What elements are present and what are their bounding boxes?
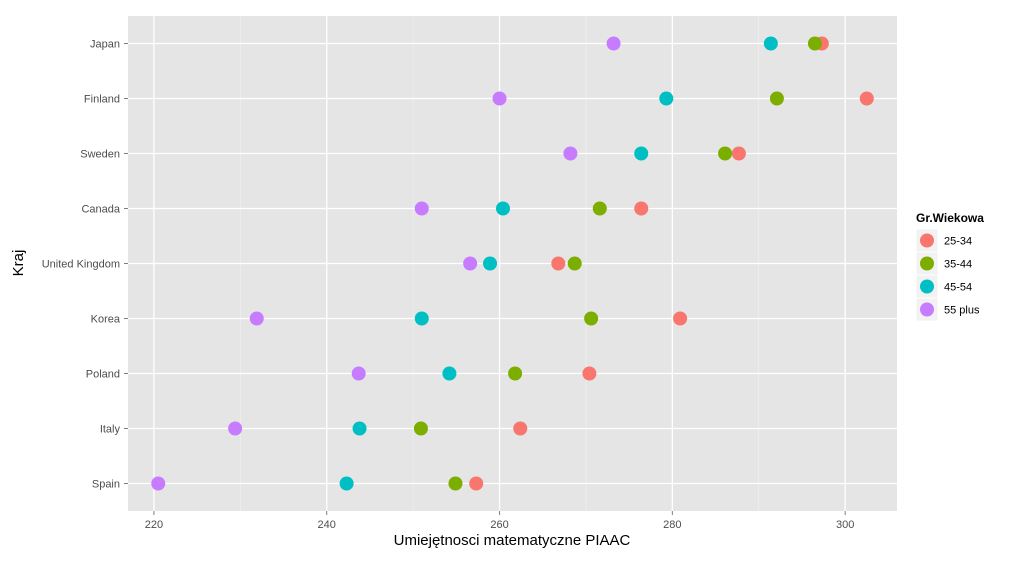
x-tick-label: 240 [318,519,336,531]
data-point [718,146,733,161]
data-point [228,421,243,436]
x-axis-title: Umiejętnosci matematyczne PIAAC [394,532,631,549]
legend-items: 25-34 35-44 45-54 55 plus [915,228,980,322]
y-tick-label: Finland [84,94,120,106]
data-point [483,256,498,271]
data-point [634,146,649,161]
legend-label: 25-34 [944,236,972,248]
data-point [807,36,822,51]
y-tick-label: Sweden [80,149,120,161]
data-point [469,476,484,491]
data-point [414,311,429,326]
data-point [495,201,510,216]
legend-key-marker [920,279,934,294]
y-tick-label: Japan [90,39,120,51]
data-point [731,146,746,161]
data-point [249,311,264,326]
legend-label: 55 plus [944,305,980,317]
data-point [659,91,674,106]
data-points [151,36,874,491]
data-point [859,91,874,106]
x-tick-label: 280 [663,519,681,531]
y-tick-label: Korea [91,314,121,326]
y-tick-label: Poland [86,369,120,381]
data-point [463,256,478,271]
data-point [763,36,778,51]
y-tick-label: Canada [81,204,120,216]
legend-key-marker [920,256,934,271]
legend-key-marker [920,233,934,248]
legend-label: 45-54 [944,282,972,294]
legend-title: Gr.Wiekowa [916,211,984,225]
legend-label: 35-44 [944,259,972,271]
x-tick-label: 220 [145,519,163,531]
data-point [351,366,366,381]
legend-key-marker [920,302,934,317]
data-point [592,201,607,216]
y-axis: Japan Finland Sweden Canada United Kingdom Ko… [42,39,128,491]
data-point [352,421,367,436]
x-tick-label: 260 [490,519,508,531]
x-axis: 220 240 260 280 300 [145,511,854,531]
data-point [513,421,528,436]
data-point [584,311,599,326]
data-point [151,476,166,491]
data-point [673,311,688,326]
data-point [442,366,457,381]
data-point [582,366,597,381]
data-point [563,146,578,161]
data-point [492,91,507,106]
data-point [567,256,582,271]
data-point [606,36,621,51]
data-point [634,201,649,216]
y-axis-title: Kraj [10,250,27,277]
y-tick-label: United Kingdom [42,259,120,271]
data-point [448,476,463,491]
data-point [769,91,784,106]
x-tick-label: 300 [836,519,854,531]
legend: Gr.Wiekowa 25-34 35-44 45-54 55 plus [915,211,984,322]
data-point [414,201,429,216]
data-point [339,476,354,491]
data-point [508,366,523,381]
y-tick-label: Italy [100,424,121,436]
y-tick-label: Spain [92,479,120,491]
data-point [551,256,566,271]
data-point [413,421,428,436]
